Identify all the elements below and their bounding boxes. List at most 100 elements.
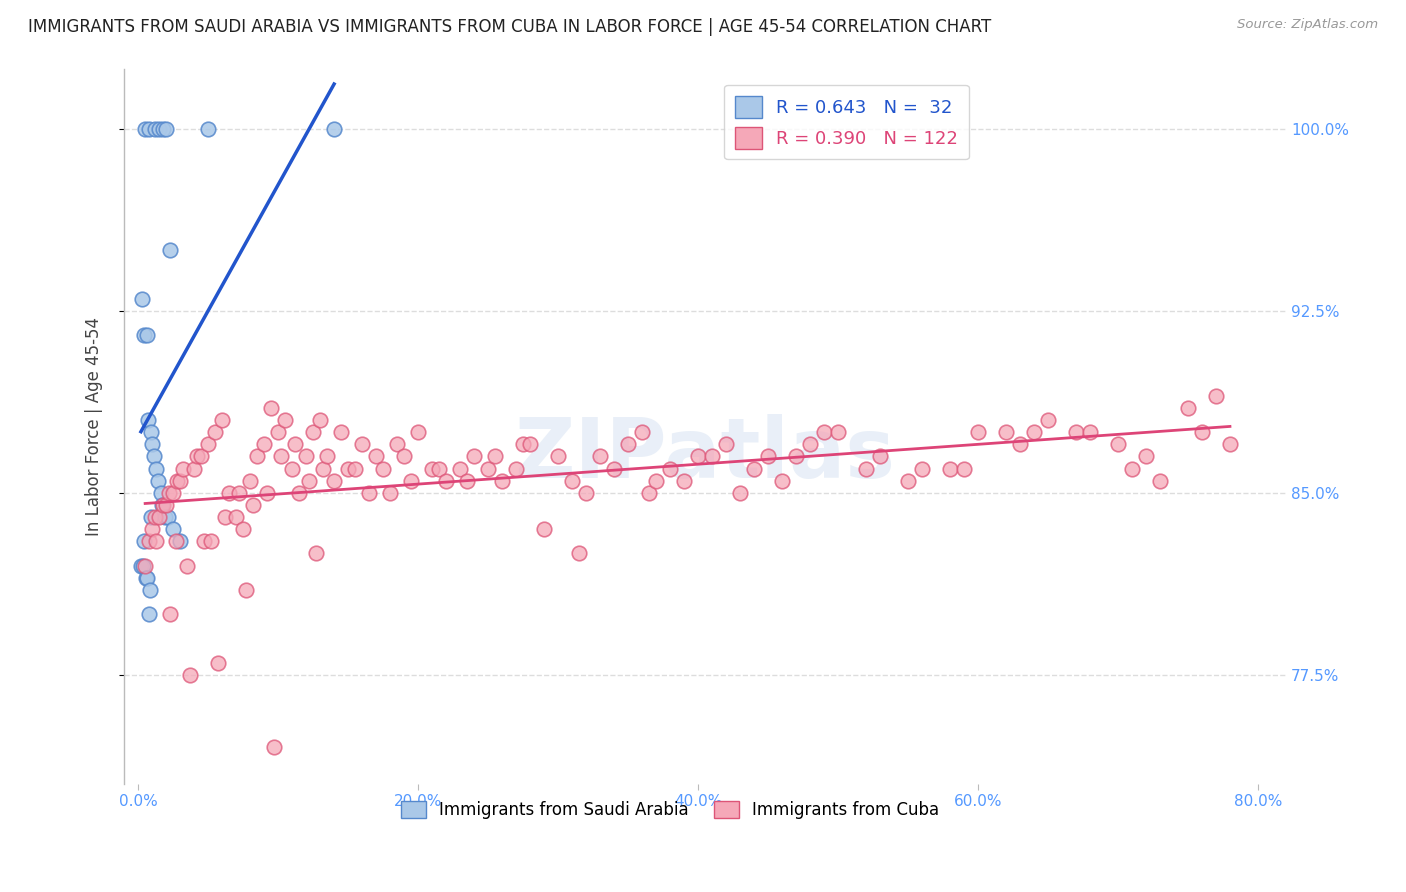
Point [143, 510, 166, 524]
Point [218, 485, 240, 500]
Point [197, 122, 219, 136]
Point [149, 485, 172, 500]
Point [728, 485, 751, 500]
Point [305, 546, 328, 560]
Point [371, 461, 394, 475]
Text: Source: ZipAtlas.com: Source: ZipAtlas.com [1237, 18, 1378, 31]
Point [869, 450, 891, 464]
Point [159, 607, 181, 621]
Point [714, 437, 737, 451]
Point [146, 474, 169, 488]
Point [284, 437, 307, 451]
Text: IMMIGRANTS FROM SAUDI ARABIA VS IMMIGRANTS FROM CUBA IN LABOR FORCE | AGE 45-54 : IMMIGRANTS FROM SAUDI ARABIA VS IMMIGRAN… [28, 18, 991, 36]
Point [152, 122, 174, 136]
Point [200, 534, 222, 549]
Point [406, 425, 429, 440]
Point [134, 558, 156, 573]
Point [239, 474, 262, 488]
Point [138, 534, 160, 549]
Point [827, 425, 849, 440]
Point [953, 461, 976, 475]
Point [242, 498, 264, 512]
Point [659, 461, 682, 475]
Point [316, 450, 339, 464]
Point [176, 558, 198, 573]
Point [132, 328, 155, 343]
Point [135, 328, 157, 343]
Point [274, 413, 297, 427]
Point [139, 425, 162, 440]
Point [456, 474, 478, 488]
Point [420, 461, 443, 475]
Point [260, 401, 283, 415]
Point [138, 607, 160, 621]
Point [477, 461, 499, 475]
Point [756, 450, 779, 464]
Point [352, 437, 374, 451]
Point [145, 534, 167, 549]
Point [1191, 425, 1213, 440]
Point [638, 485, 661, 500]
Point [449, 461, 471, 475]
Point [813, 425, 835, 440]
Point [156, 510, 179, 524]
Point [281, 461, 304, 475]
Point [179, 667, 201, 681]
Point [214, 510, 236, 524]
Point [785, 450, 807, 464]
Point [142, 450, 165, 464]
Point [700, 450, 723, 464]
Legend: Immigrants from Saudi Arabia, Immigrants from Cuba: Immigrants from Saudi Arabia, Immigrants… [394, 794, 946, 825]
Point [256, 485, 278, 500]
Point [378, 485, 401, 500]
Point [165, 534, 187, 549]
Point [344, 461, 367, 475]
Point [1078, 425, 1101, 440]
Point [150, 498, 173, 512]
Point [139, 582, 162, 597]
Point [235, 582, 257, 597]
Point [186, 450, 208, 464]
Point [575, 485, 598, 500]
Point [484, 450, 506, 464]
Point [309, 413, 332, 427]
Point [246, 450, 269, 464]
Point [491, 474, 513, 488]
Point [141, 437, 163, 451]
Point [153, 510, 176, 524]
Point [967, 425, 990, 440]
Point [302, 425, 325, 440]
Point [323, 474, 346, 488]
Point [166, 474, 188, 488]
Point [155, 122, 177, 136]
Point [911, 461, 934, 475]
Point [143, 122, 166, 136]
Point [148, 510, 170, 524]
Point [190, 450, 212, 464]
Point [1205, 389, 1227, 403]
Point [505, 461, 527, 475]
Point [207, 656, 229, 670]
Point [1008, 437, 1031, 451]
Point [270, 450, 292, 464]
Point [145, 461, 167, 475]
Point [512, 437, 534, 451]
Point [686, 450, 709, 464]
Point [1177, 401, 1199, 415]
Point [1121, 461, 1143, 475]
Point [1107, 437, 1129, 451]
Point [645, 474, 668, 488]
Point [136, 413, 159, 427]
Point [288, 485, 311, 500]
Point [148, 122, 170, 136]
Text: ZIPatlas: ZIPatlas [515, 414, 896, 495]
Point [330, 425, 353, 440]
Point [193, 534, 215, 549]
Point [157, 485, 180, 500]
Point [399, 474, 422, 488]
Point [589, 450, 612, 464]
Point [155, 498, 177, 512]
Point [263, 740, 285, 755]
Point [162, 522, 184, 536]
Point [162, 485, 184, 500]
